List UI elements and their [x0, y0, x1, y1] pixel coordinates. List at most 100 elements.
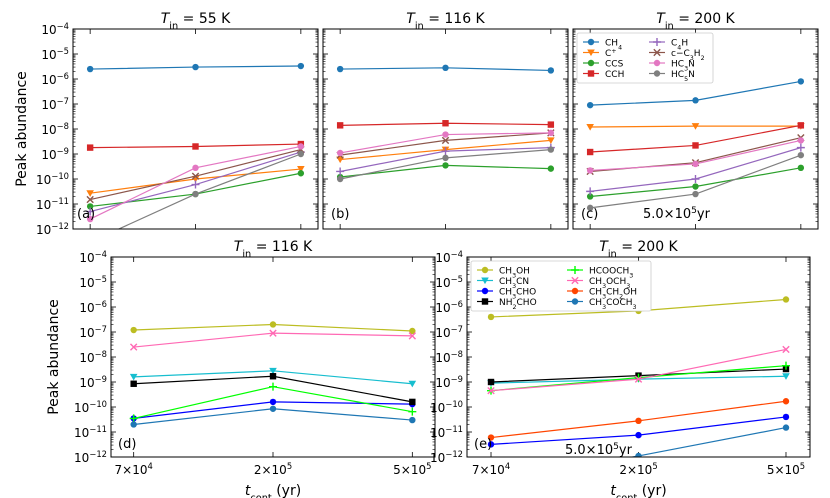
data-point [481, 287, 489, 295]
x-tick-label: 2×105 [254, 461, 292, 477]
legend-label: CH3COCH3 [589, 298, 637, 311]
series-CH3CH2OH [487, 398, 790, 441]
legend-label: CH3OCH3 [589, 277, 630, 290]
data-point [797, 164, 805, 172]
data-point [86, 195, 94, 204]
series-NH2CHO [130, 373, 416, 406]
data-point [487, 441, 495, 448]
time-annotation: 5.0×105yr [565, 442, 633, 458]
panel-label: (d) [118, 437, 136, 452]
legend-entry: C4H [649, 38, 688, 51]
data-point [442, 131, 449, 138]
series-CH3CN [129, 367, 417, 388]
y-tick-label: 10−4 [79, 249, 107, 265]
legend-entry: HC5N [649, 70, 695, 83]
y-tick-label: 10−7 [435, 324, 463, 340]
y-tick-label: 10−8 [435, 349, 463, 365]
data-point [571, 298, 579, 305]
data-point [269, 367, 277, 375]
legend-label: CH3CHO [499, 288, 536, 301]
legend-entry: CH3CHO [477, 287, 536, 301]
series-CH3OCH3 [129, 329, 417, 351]
y-tick-label: 10−12 [74, 449, 107, 465]
series-group [586, 78, 805, 212]
y-tick-label: 10−10 [430, 399, 463, 415]
series-HC3N [586, 137, 805, 174]
series-HC5N [336, 146, 555, 183]
data-point [192, 63, 199, 71]
data-point [587, 59, 595, 67]
data-point [587, 49, 595, 57]
series-CH3COCH3 [629, 424, 790, 457]
y-tick-label: 10−9 [79, 374, 107, 390]
data-point [586, 167, 594, 174]
data-point [129, 343, 138, 351]
legend-entry: CH3OH [477, 267, 530, 279]
data-point [547, 137, 555, 144]
y-tick-label: 10−6 [435, 299, 463, 315]
data-point [586, 204, 594, 212]
data-point [692, 183, 699, 190]
legend-label: CCH [605, 70, 624, 80]
data-point [269, 373, 277, 380]
legend-box [470, 260, 652, 312]
data-point [86, 144, 94, 151]
legend-entry: CH3CH2OH [567, 288, 637, 300]
data-point [130, 380, 137, 387]
legend-label: CH3CN [499, 277, 529, 290]
panel-a: 10−12 10−11 10−10 10−9 10−8 10−7 10−6 10−5 10−4 T… [14, 11, 319, 237]
data-point [782, 413, 790, 421]
series-group [336, 64, 555, 183]
data-point [797, 151, 805, 159]
legend-entry: HC3N [649, 59, 695, 72]
legend-label: HC5N [671, 70, 695, 83]
legend-label: NH2CHO [499, 298, 537, 311]
data-point [547, 165, 555, 172]
data-point [269, 329, 277, 337]
y-tick-label: 10−5 [41, 46, 69, 62]
series-CH3OH [130, 321, 416, 335]
x-axis-label: tcont (yr) [610, 483, 666, 498]
data-point [409, 416, 416, 424]
x-tick-label: 7×104 [472, 461, 510, 477]
legend-entry: CH3COCH3 [567, 298, 637, 311]
data-point [336, 156, 344, 164]
data-point [587, 70, 595, 77]
data-point [481, 277, 489, 285]
axes-frame [466, 256, 811, 458]
legend: CH3OHCH3CNCH3CHONH2CHOHCOOCH3CH3OCH3CH3C… [470, 260, 652, 312]
x-tick-label: 5×105 [393, 461, 431, 477]
data-point [547, 67, 555, 74]
y-tick-label: 10−12 [36, 221, 69, 237]
y-tick-label: 10−6 [79, 299, 107, 315]
legend-label: HCOOCH3 [589, 267, 633, 280]
series-CH4 [86, 62, 305, 73]
data-point [653, 70, 661, 77]
y-tick-label: 10−9 [41, 146, 69, 162]
data-point [796, 143, 805, 152]
data-point [586, 124, 594, 131]
data-point [408, 407, 417, 416]
y-tick-label: 10−5 [435, 274, 463, 290]
data-point [297, 166, 305, 173]
data-point [782, 424, 790, 431]
legend-label: CCS [605, 60, 624, 70]
data-point [409, 398, 416, 406]
y-tick-label: 10−4 [435, 249, 463, 265]
data-point [442, 162, 449, 169]
series-C4H [586, 143, 805, 196]
data-point [782, 345, 790, 354]
data-point [653, 59, 661, 67]
series-CH4 [586, 78, 805, 109]
data-point [297, 143, 305, 150]
y-tick-label: 10−4 [41, 21, 69, 37]
data-point [441, 147, 450, 156]
data-point [487, 434, 495, 441]
data-point [781, 361, 790, 370]
x-axis-label: tcont (yr) [245, 483, 301, 498]
series-CCS [336, 162, 555, 181]
panel-label: (a) [77, 207, 95, 222]
